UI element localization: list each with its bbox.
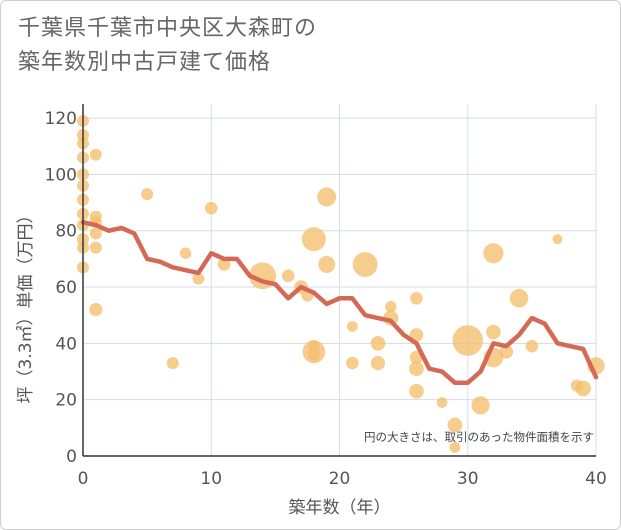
data-bubble (449, 442, 461, 453)
data-bubble (346, 321, 358, 332)
data-bubble (166, 357, 179, 370)
y-tick-label: 20 (55, 391, 77, 411)
y-tick-label: 60 (55, 278, 77, 298)
y-axis-label: 坪（3.3㎡）単価（万円） (16, 206, 36, 403)
data-bubble (409, 383, 424, 399)
data-bubble (436, 397, 448, 408)
data-bubble (552, 234, 563, 245)
data-bubble (217, 258, 231, 271)
data-bubble (89, 241, 102, 254)
data-bubble (499, 344, 514, 359)
data-bubble (409, 361, 424, 377)
data-bubble (410, 292, 423, 305)
data-bubble (141, 188, 154, 201)
data-bubble (409, 328, 424, 342)
x-tick-label: 10 (200, 469, 222, 489)
y-tick-label: 100 (45, 165, 77, 185)
y-tick-label: 120 (45, 109, 77, 129)
data-bubble (307, 340, 320, 353)
data-bubble (471, 396, 490, 415)
data-bubble (192, 272, 205, 285)
average-price-line (80, 220, 599, 386)
data-bubble (179, 247, 192, 259)
axes (82, 104, 596, 457)
data-bubble (89, 227, 102, 240)
data-bubble (89, 148, 102, 161)
data-bubble (301, 227, 326, 252)
y-tick-label: 80 (55, 222, 77, 242)
average-line-layer (80, 220, 599, 386)
data-bubble (281, 269, 295, 283)
data-bubble (525, 339, 539, 353)
data-bubble (307, 348, 320, 361)
x-tick-label: 30 (457, 469, 479, 489)
x-axis-label: 築年数（年） (289, 498, 391, 518)
y-tick-label: 0 (66, 447, 77, 467)
data-bubble (509, 289, 529, 308)
chart-title: 千葉県千葉市中央区大森町の 築年数別中古戸建て価格 (18, 12, 317, 80)
data-bubble (385, 301, 397, 313)
tick-labels: 0 10 20 30 40 0 20 40 60 80 100 120 (45, 109, 607, 489)
data-bubble (370, 336, 386, 351)
data-bubble (204, 201, 218, 215)
y-tick-label: 40 (55, 334, 77, 354)
data-bubble (352, 252, 378, 277)
data-bubble (447, 417, 463, 433)
chart-title-line-1: 千葉県千葉市中央区大森町の (18, 16, 318, 41)
data-bubble (317, 187, 337, 207)
data-bubble (318, 256, 336, 273)
x-tick-label: 20 (329, 469, 351, 489)
data-bubble (89, 302, 103, 317)
data-bubble (486, 324, 501, 340)
bubble-size-note: 円の大きさは、取引のあった物件面積を示す (364, 430, 594, 444)
chart-title-line-2: 築年数別中古戸建て価格 (18, 50, 272, 75)
data-bubble (346, 356, 359, 370)
data-bubble (452, 325, 484, 356)
x-tick-label: 0 (78, 469, 89, 489)
data-bubble (575, 380, 591, 397)
data-bubble (370, 355, 386, 371)
x-tick-label: 40 (585, 469, 607, 489)
data-bubble (483, 243, 504, 264)
